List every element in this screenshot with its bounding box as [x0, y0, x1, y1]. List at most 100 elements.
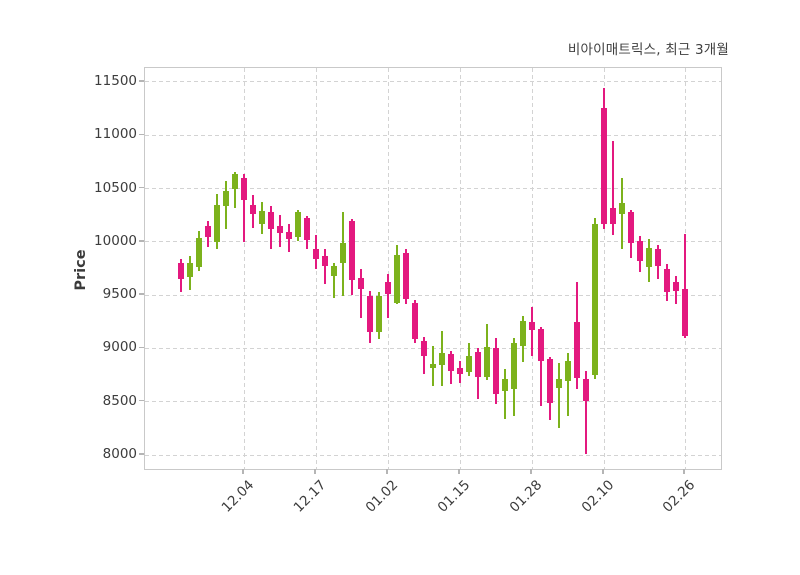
- candle-body-down: [312, 248, 320, 259]
- grid-line-horizontal: [145, 401, 721, 403]
- x-tick-mark: [386, 469, 388, 474]
- candle-body-down: [204, 225, 212, 237]
- candle-body-up: [393, 254, 401, 303]
- candle-body-up: [429, 363, 437, 368]
- candle-body-down: [177, 263, 185, 280]
- candle-body-down: [303, 218, 311, 241]
- x-tick-label: 01.15: [434, 477, 474, 516]
- y-tick-mark: [139, 240, 144, 242]
- x-tick-mark: [602, 469, 604, 474]
- candle-body-up: [510, 342, 518, 389]
- x-tick-label: 02.10: [578, 477, 618, 516]
- candle-wick-up: [567, 352, 569, 417]
- candle-wick-up: [504, 369, 506, 419]
- grid-line-vertical: [387, 68, 389, 469]
- y-tick-label: 8500: [102, 392, 137, 409]
- grid-line-horizontal: [145, 81, 721, 83]
- candle-body-down: [600, 107, 608, 224]
- x-tick-mark: [683, 469, 685, 474]
- candle-body-down: [537, 329, 545, 362]
- candle-body-down: [627, 212, 635, 244]
- grid-line-vertical: [459, 68, 461, 469]
- candle-body-up: [213, 204, 221, 242]
- candle-body-down: [663, 269, 671, 293]
- candle-body-down: [249, 204, 257, 215]
- plot-area: [144, 67, 722, 470]
- candle-body-down: [474, 352, 482, 378]
- candle-wick-down: [531, 307, 533, 356]
- candle-body-down: [384, 282, 392, 295]
- y-tick-label: 9000: [102, 339, 137, 356]
- candle-body-down: [672, 282, 680, 291]
- candle-body-up: [483, 347, 491, 378]
- candle-body-down: [582, 379, 590, 402]
- x-tick-mark: [458, 469, 460, 474]
- y-tick-mark: [139, 293, 144, 295]
- x-tick-label: 02.26: [659, 477, 699, 516]
- candle-wick-down: [612, 141, 614, 236]
- grid-line-vertical: [603, 68, 605, 469]
- candle-wick-down: [360, 269, 362, 318]
- candle-body-down: [492, 348, 500, 395]
- candle-wick-down: [387, 274, 389, 318]
- y-tick-label: 8000: [102, 446, 137, 463]
- candle-body-up: [330, 265, 338, 276]
- candle-body-up: [294, 212, 302, 238]
- y-tick-label: 9500: [102, 286, 137, 303]
- candle-wick-down: [684, 234, 686, 338]
- grid-line-horizontal: [145, 454, 721, 456]
- candle-body-up: [231, 173, 239, 189]
- x-tick-mark: [242, 469, 244, 474]
- grid-line-horizontal: [145, 294, 721, 296]
- candle-body-down: [240, 177, 248, 201]
- x-tick-label: 12.17: [290, 477, 330, 516]
- grid-line-horizontal: [145, 134, 721, 136]
- candle-body-down: [654, 249, 662, 266]
- candle-body-down: [321, 255, 329, 266]
- y-tick-mark: [139, 346, 144, 349]
- candle-body-up: [564, 361, 572, 381]
- candle-body-down: [276, 225, 284, 234]
- candle-body-up: [501, 379, 509, 392]
- x-tick-mark: [530, 469, 532, 474]
- candle-body-down: [636, 240, 644, 261]
- x-tick-label: 01.28: [506, 477, 546, 516]
- candle-body-down: [285, 232, 293, 239]
- candle-body-up: [645, 247, 653, 268]
- candle-body-up: [465, 355, 473, 373]
- candle-body-up: [186, 263, 194, 277]
- candle-body-up: [618, 203, 626, 214]
- y-tick-mark: [139, 186, 144, 189]
- grid-line-horizontal: [145, 188, 721, 190]
- candle-body-down: [267, 212, 275, 230]
- candle-body-down: [411, 302, 419, 339]
- y-tick-label: 11500: [94, 72, 137, 89]
- y-tick-mark: [139, 399, 144, 402]
- x-tick-mark: [314, 469, 316, 474]
- candle-body-up: [555, 379, 563, 388]
- candle-wick-down: [540, 327, 542, 406]
- y-tick-label: 11000: [94, 126, 137, 143]
- x-tick-label: 01.02: [362, 477, 402, 516]
- candle-body-up: [195, 237, 203, 268]
- candle-body-down: [357, 277, 365, 290]
- candle-wick-down: [243, 173, 245, 242]
- grid-line-horizontal: [145, 241, 721, 243]
- candle-body-down: [447, 354, 455, 371]
- y-tick-mark: [139, 453, 144, 455]
- candle-wick-down: [585, 370, 587, 454]
- candle-body-down: [366, 296, 374, 333]
- candle-body-up: [519, 320, 527, 346]
- candle-body-down: [456, 367, 464, 375]
- y-tick-mark: [139, 80, 144, 82]
- candle-body-up: [438, 352, 446, 366]
- y-tick-label: 10000: [94, 232, 137, 249]
- grid-line-vertical: [531, 68, 533, 469]
- candle-wick-up: [621, 178, 623, 249]
- candle-body-up: [258, 210, 266, 225]
- candle-body-down: [348, 220, 356, 281]
- candle-body-down: [420, 340, 428, 356]
- candle-body-down: [402, 252, 410, 300]
- y-tick-label: 10500: [94, 179, 137, 196]
